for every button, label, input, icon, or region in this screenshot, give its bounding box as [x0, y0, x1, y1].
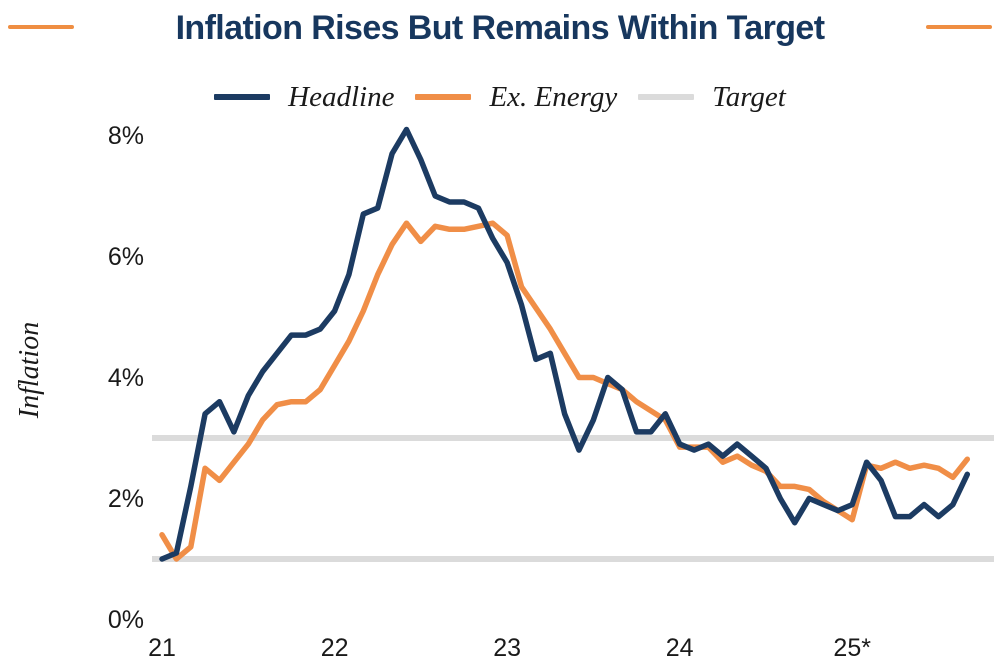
target-band-line — [152, 556, 994, 562]
y-tick-label: 4% — [107, 363, 144, 392]
y-tick-label: 8% — [107, 121, 144, 150]
x-tick-label: 24 — [665, 634, 694, 662]
x-tick-label: 25* — [833, 634, 871, 662]
headline-line-swatch — [214, 94, 271, 100]
x-tick-label: 21 — [148, 634, 176, 662]
legend-label-headline: Headline — [288, 81, 395, 113]
headline-series-line — [159, 126, 971, 562]
chart-title: Inflation Rises But Remains Within Targe… — [175, 9, 825, 47]
legend-item-target: Target — [638, 80, 786, 114]
target-line-swatch — [638, 94, 695, 100]
chart-legend: Headline Ex. Energy Target — [0, 80, 1000, 114]
y-tick-label: 6% — [107, 242, 144, 271]
title-accent-dash-right — [926, 25, 992, 29]
x-tick-label: 22 — [320, 634, 349, 662]
legend-item-headline: Headline — [214, 80, 394, 114]
title-accent-dash-left — [8, 25, 74, 29]
legend-item-ex-energy: Ex. Energy — [415, 80, 617, 114]
y-tick-label: 0% — [107, 605, 144, 634]
legend-label-ex-energy: Ex. Energy — [489, 81, 618, 113]
x-tick-label: 23 — [493, 634, 521, 662]
y-tick-label: 2% — [107, 484, 144, 513]
ex-energy-line-swatch — [415, 94, 472, 100]
legend-label-target: Target — [712, 81, 786, 113]
